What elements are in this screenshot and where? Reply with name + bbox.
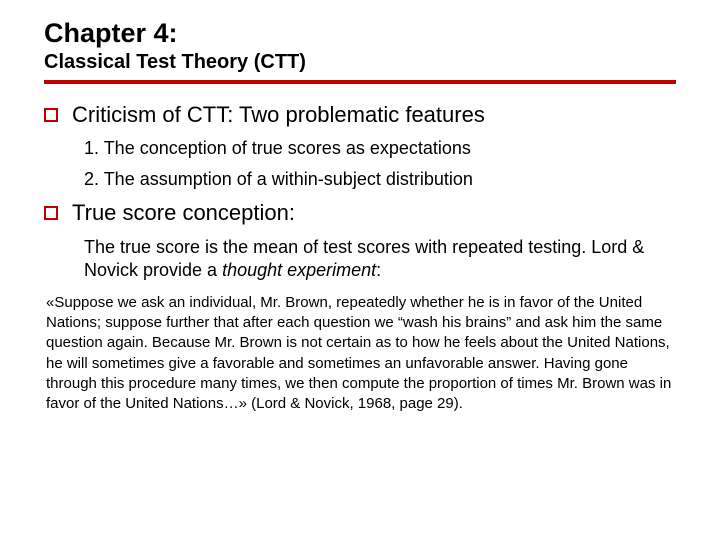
block-quote: «Suppose we ask an individual, Mr. Brown… bbox=[46, 293, 674, 415]
sub-item-1: 1. The conception of true scores as expe… bbox=[84, 138, 676, 159]
chapter-subtitle: Classical Test Theory (CTT) bbox=[44, 51, 676, 74]
bullet-heading: Criticism of CTT: Two problematic featur… bbox=[72, 102, 485, 128]
square-bullet-icon bbox=[44, 108, 58, 122]
sub-item-2: 2. The assumption of a within-subject di… bbox=[84, 169, 676, 190]
para-italic: thought experiment bbox=[222, 260, 376, 280]
slide: Chapter 4: Classical Test Theory (CTT) C… bbox=[0, 0, 720, 540]
para-suffix: : bbox=[376, 260, 381, 280]
bullet-heading: True score conception: bbox=[72, 200, 295, 226]
divider bbox=[44, 80, 676, 84]
chapter-label: Chapter 4: bbox=[44, 18, 676, 49]
true-score-paragraph: The true score is the mean of test score… bbox=[84, 236, 676, 283]
sub-list: 1. The conception of true scores as expe… bbox=[84, 138, 676, 190]
bullet-criticism: Criticism of CTT: Two problematic featur… bbox=[44, 102, 676, 128]
bullet-true-score: True score conception: bbox=[44, 200, 676, 226]
square-bullet-icon bbox=[44, 206, 58, 220]
